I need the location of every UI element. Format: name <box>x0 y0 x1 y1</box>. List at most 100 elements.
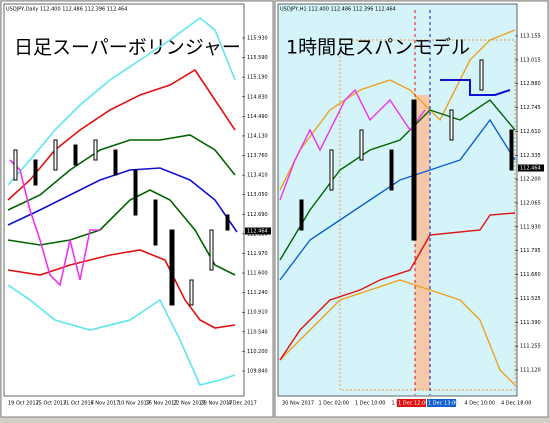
moving-average <box>7 167 238 233</box>
candle <box>93 139 98 161</box>
upper-band-1 <box>7 68 236 201</box>
price-label: 110.200 <box>247 349 268 355</box>
price-label: 111.390 <box>520 320 541 326</box>
span-a <box>279 99 516 261</box>
candle <box>299 199 304 231</box>
candle <box>509 129 514 171</box>
left-title: 日足スーパーボリンジャー <box>14 37 241 59</box>
price-label: 113.760 <box>247 153 268 159</box>
price-label: 112.610 <box>520 129 541 135</box>
candle <box>73 144 78 166</box>
right-indicators <box>279 29 516 386</box>
date-label: 10 Nov 2017 <box>118 401 150 407</box>
date-label: 28 Nov 2017 <box>201 401 233 407</box>
price-label: 112.200 <box>520 177 541 183</box>
chikou-span <box>9 159 100 287</box>
price-label: 111.600 <box>247 271 268 277</box>
highlight-label: 1 Dec 13:00 <box>428 401 458 407</box>
candle <box>33 159 38 186</box>
price-label: 111.970 <box>247 251 268 257</box>
price-label: 113.050 <box>247 192 268 198</box>
price-label: 111.795 <box>520 248 541 254</box>
price-label: 112.335 <box>520 153 541 159</box>
price-label: 111.240 <box>247 290 268 296</box>
candle <box>359 129 364 161</box>
price-label: 113.155 <box>520 34 541 40</box>
candle <box>189 279 194 306</box>
date-label: 1 Dec 10:00 <box>355 401 385 407</box>
candle <box>329 149 334 191</box>
price-label: 114.130 <box>247 133 268 139</box>
lower-band-3 <box>7 284 236 386</box>
price-label: 113.015 <box>520 57 541 63</box>
price-label: 109.840 <box>247 369 268 375</box>
date-label: 19 Oct 2017 <box>8 401 39 407</box>
candle <box>13 149 18 181</box>
candle <box>449 109 454 141</box>
candle <box>389 149 394 191</box>
current-price-box <box>245 227 271 235</box>
left-indicators <box>7 16 238 386</box>
price-label: 112.690 <box>247 212 268 218</box>
date-label: 16 Nov 2017 <box>146 401 178 407</box>
date-label: 25 Oct 2017 <box>36 401 67 407</box>
blue-line <box>440 79 511 96</box>
price-label: 111.930 <box>520 224 541 230</box>
chikou-span <box>279 88 426 201</box>
price-label: 115.930 <box>247 36 268 42</box>
date-label: 4 Dec 10:00 <box>465 401 495 407</box>
date-label: 1 Dec 02:00 <box>319 401 349 407</box>
price-label: 115.190 <box>247 75 268 81</box>
price-label: 112.880 <box>520 81 541 87</box>
candle <box>169 229 175 306</box>
current-price-box <box>518 164 544 172</box>
current-price: 112.464 <box>247 229 268 235</box>
right-title: 1時間足スパンモデル <box>286 37 470 59</box>
right-header: USDJPY,H1 112.400 112.486 112.396 112.46… <box>280 7 396 13</box>
candle <box>209 229 214 271</box>
candle <box>113 149 118 176</box>
range-box <box>339 39 516 391</box>
candle <box>225 214 230 231</box>
highlight-label: 1 Dec 12:00 <box>398 401 428 407</box>
candle <box>133 169 138 216</box>
middle-band-up <box>7 134 236 211</box>
price-label: 111.525 <box>520 296 541 302</box>
candle <box>411 99 417 241</box>
price-label: 113.410 <box>247 173 268 179</box>
red-span <box>279 212 516 361</box>
lower-band-1 <box>7 189 236 276</box>
span-b <box>279 118 516 281</box>
left-candles <box>13 139 230 306</box>
right-candles <box>299 59 514 241</box>
price-label: 111.255 <box>520 344 541 350</box>
price-label: 115.590 <box>247 55 268 61</box>
upper-band <box>279 29 516 191</box>
price-label: 114.830 <box>247 94 268 100</box>
candle <box>53 139 58 171</box>
date-label: 30 Nov 2017 <box>282 401 314 407</box>
price-label: 112.745 <box>520 105 541 111</box>
date-label: 22 Nov 2017 <box>173 401 205 407</box>
highlight-zone <box>415 95 430 390</box>
candle <box>479 59 484 91</box>
left-plot <box>3 3 245 397</box>
lower-band-2 <box>7 249 236 329</box>
highlight-label-box <box>427 399 456 407</box>
labels: 115.930 115.590 115.190 114.830 114.490 114.1… <box>8 34 544 407</box>
highlight-label-box <box>397 399 426 407</box>
date-label: 31 Oct 2017 <box>63 401 94 407</box>
date-label: 4 Dec 18:00 <box>501 401 531 407</box>
price-label: 114.490 <box>247 114 268 120</box>
upper-band-2 <box>7 16 236 186</box>
left-header: USDJPY,Daily 112.400 112.486 112.396 112… <box>6 7 127 13</box>
date-label: 4 Dec 2017 <box>228 401 257 407</box>
price-label: 112.065 <box>520 201 541 207</box>
price-label: 110.540 <box>247 329 268 335</box>
date-label: 6 Nov 2017 <box>91 401 120 407</box>
price-label: 111.660 <box>520 272 541 278</box>
current-price: 112.464 <box>520 166 541 172</box>
candle <box>153 199 158 246</box>
price-label: 111.120 <box>520 368 541 374</box>
